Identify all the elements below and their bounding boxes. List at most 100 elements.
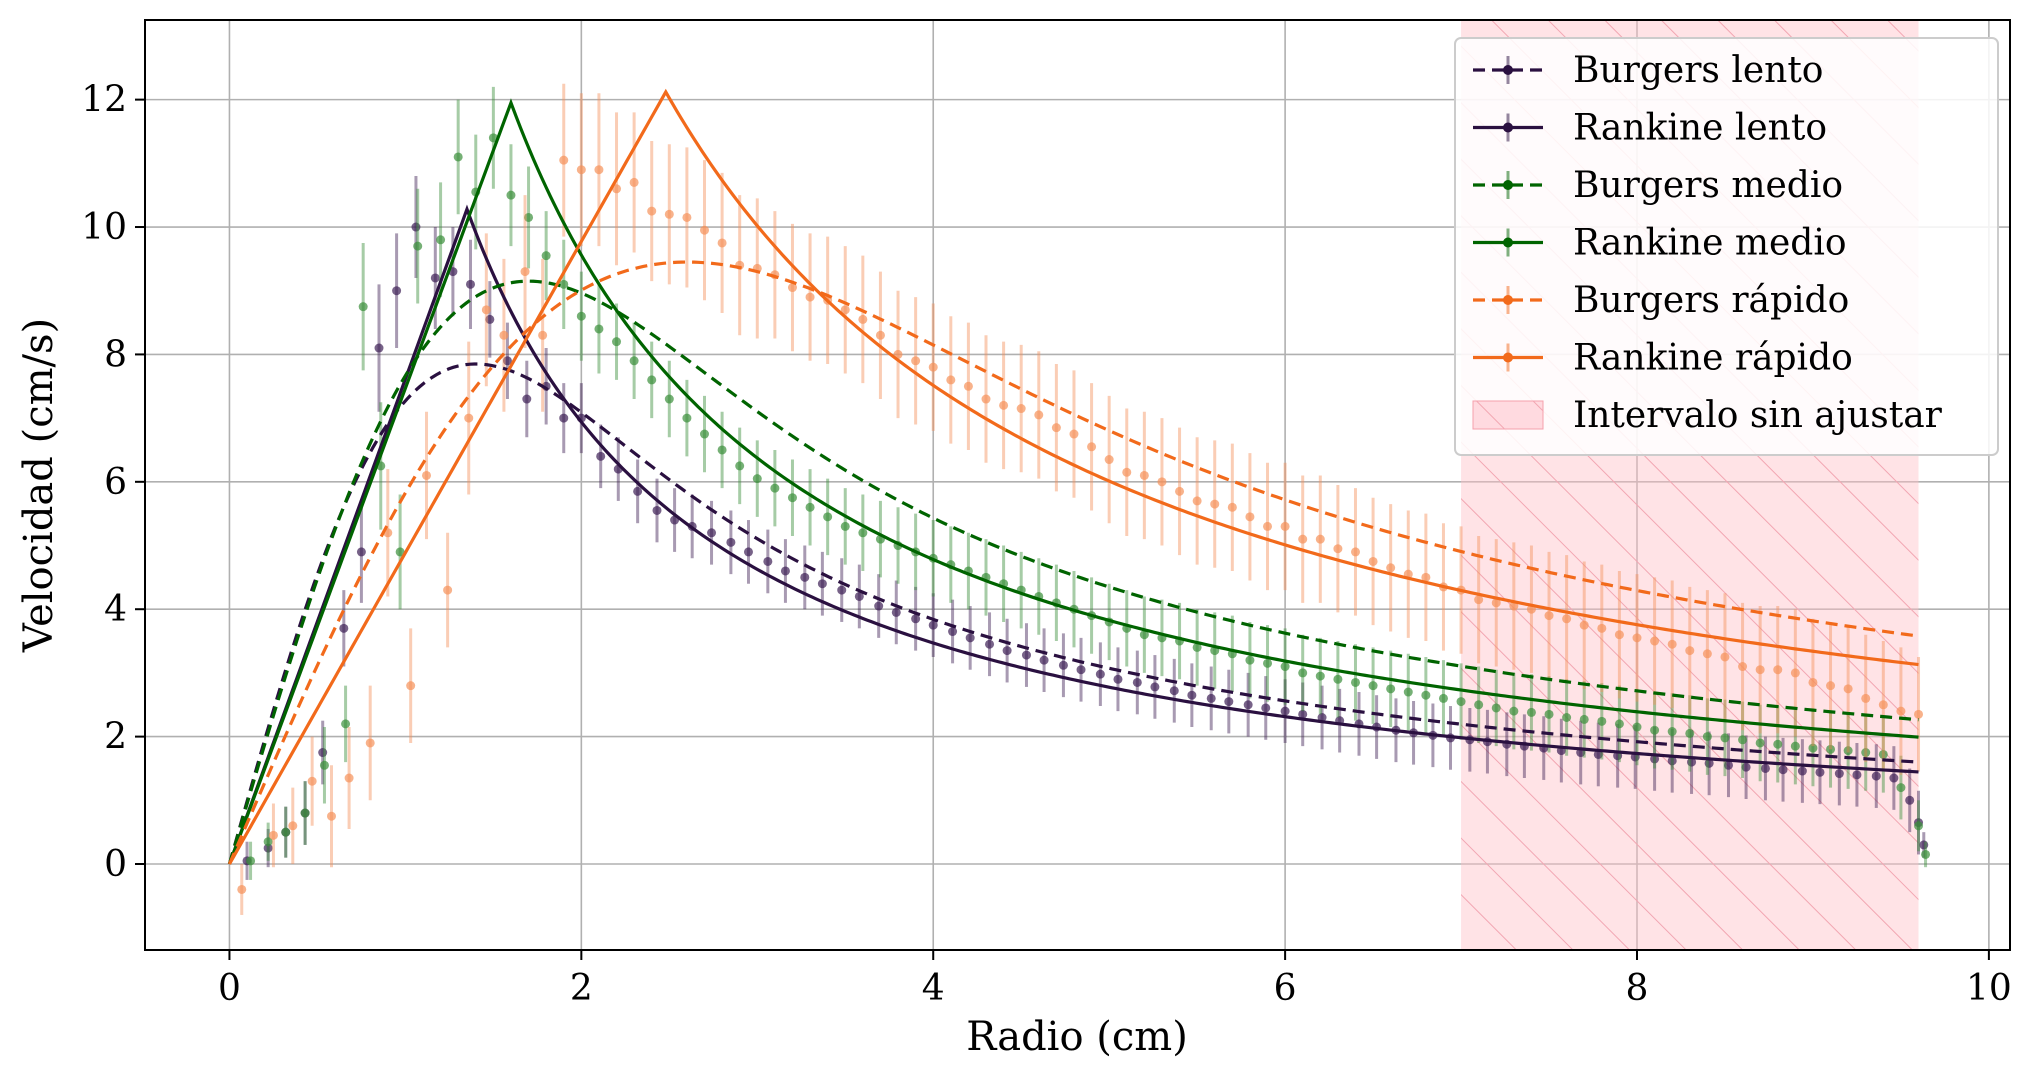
data-point-lento: [743, 547, 753, 557]
data-point-medio: [524, 212, 534, 222]
legend-marker: [1503, 65, 1513, 75]
data-point-lento: [1095, 669, 1105, 679]
x-tick-label: 10: [1966, 968, 2012, 1009]
data-point-lento: [1280, 706, 1290, 716]
data-point-medio: [319, 760, 329, 770]
data-point-medio: [682, 413, 692, 423]
data-point-rápido: [787, 283, 797, 293]
data-point-medio: [1315, 671, 1325, 681]
data-point-rápido: [237, 884, 247, 894]
y-tick-label: 6: [104, 462, 127, 503]
data-point-lento: [1905, 795, 1915, 805]
data-point-medio: [752, 474, 762, 484]
data-point-rápido: [1210, 499, 1220, 509]
data-point-medio: [823, 512, 833, 522]
data-point-lento: [1113, 674, 1123, 684]
legend-marker: [1503, 122, 1513, 133]
data-point-rápido: [288, 821, 298, 831]
y-tick-label: 2: [104, 717, 127, 758]
error-bars: [237, 83, 1931, 915]
data-point-lento: [411, 222, 421, 232]
data-point-medio: [358, 302, 368, 312]
data-point-medio: [1921, 849, 1931, 859]
data-point-medio: [1192, 642, 1202, 652]
data-point-lento: [596, 451, 606, 461]
data-point-rápido: [1315, 534, 1325, 544]
data-point-medio: [594, 324, 604, 334]
legend-marker: [1503, 237, 1513, 248]
curve-burgers-rápido: [227, 260, 1919, 865]
x-tick-label: 4: [922, 968, 945, 1009]
data-point-lento: [1224, 697, 1234, 707]
data-point-lento: [1741, 762, 1751, 772]
legend-entry: Burgers rápido: [1473, 280, 1849, 321]
data-point-rápido: [664, 209, 674, 219]
data-point-rápido: [1790, 668, 1800, 678]
data-point-rápido: [1914, 709, 1924, 719]
data-point-medio: [1491, 703, 1501, 713]
data-point-lento: [1132, 677, 1142, 687]
data-point-lento: [1206, 693, 1216, 703]
data-point-lento: [502, 356, 512, 366]
data-point-lento: [263, 843, 273, 853]
data-point-lento: [1169, 686, 1179, 696]
data-point-lento: [1593, 749, 1603, 759]
data-point-medio: [541, 251, 551, 261]
data-point-lento: [1150, 682, 1160, 692]
data-point-rápido: [1702, 649, 1712, 659]
data-point-rápido: [559, 155, 569, 165]
data-point-medio: [805, 502, 815, 512]
data-point-lento: [1021, 650, 1031, 660]
data-point-medio: [700, 429, 709, 439]
data-point-rápido: [1386, 563, 1396, 573]
data-point-rápido: [1650, 636, 1660, 646]
data-point-lento: [985, 639, 995, 649]
legend: Burgers lento Rankine lento Burgers medio R…: [1454, 37, 1999, 456]
data-point-medio: [1790, 741, 1800, 751]
data-point-lento: [1760, 763, 1770, 773]
legend-label: Intervalo sin ajustar: [1573, 395, 1943, 436]
legend-entry: Rankine lento: [1473, 108, 1827, 149]
data-point-rápido: [464, 413, 474, 423]
data-point-medio: [246, 856, 256, 866]
legend-label: Burgers medio: [1573, 165, 1843, 206]
curve-burgers-medio: [227, 279, 1919, 865]
data-point-rápido: [1227, 502, 1237, 512]
data-point-medio: [1878, 749, 1888, 759]
data-point-lento: [874, 601, 884, 611]
data-point-lento: [763, 556, 773, 566]
data-point-lento: [780, 566, 790, 576]
data-point-rápido: [1333, 544, 1343, 554]
x-axis-label: Radio (cm): [966, 1014, 1188, 1060]
data-point-rápido: [840, 305, 850, 315]
data-point-rápido: [1298, 534, 1308, 544]
data-point-rápido: [1368, 556, 1378, 566]
data-point-rápido: [928, 362, 938, 372]
data-point-rápido: [499, 330, 509, 340]
data-point-medio: [1421, 690, 1431, 700]
legend-entry: Rankine medio: [1473, 223, 1847, 264]
data-point-lento: [392, 286, 402, 296]
data-point-rápido: [1139, 470, 1149, 480]
data-point-medio: [1403, 687, 1413, 697]
data-point-medio: [300, 808, 310, 818]
data-point-medio: [1843, 746, 1853, 756]
data-point-medio: [1861, 748, 1871, 758]
axis-ticks: 0 2 4 6 8 10 0 2 4 6 8 10 12: [81, 80, 2012, 1009]
data-point-rápido: [963, 381, 973, 391]
legend-label: Burgers rápido: [1573, 280, 1849, 321]
data-point-lento: [1919, 840, 1929, 850]
data-point-rápido: [1773, 665, 1783, 675]
data-point-lento: [1834, 769, 1844, 779]
data-point-rápido: [981, 394, 991, 404]
data-point-lento: [633, 486, 643, 496]
data-point-rápido: [1016, 404, 1026, 414]
legend-marker: [1503, 352, 1513, 363]
data-point-medio: [1562, 713, 1572, 722]
data-point-lento: [485, 314, 495, 324]
data-point-lento: [1058, 660, 1068, 670]
data-point-lento: [1797, 766, 1807, 776]
data-point-medio: [1650, 725, 1660, 735]
legend-entry: Rankine rápido: [1473, 338, 1853, 379]
data-point-lento: [891, 607, 901, 617]
